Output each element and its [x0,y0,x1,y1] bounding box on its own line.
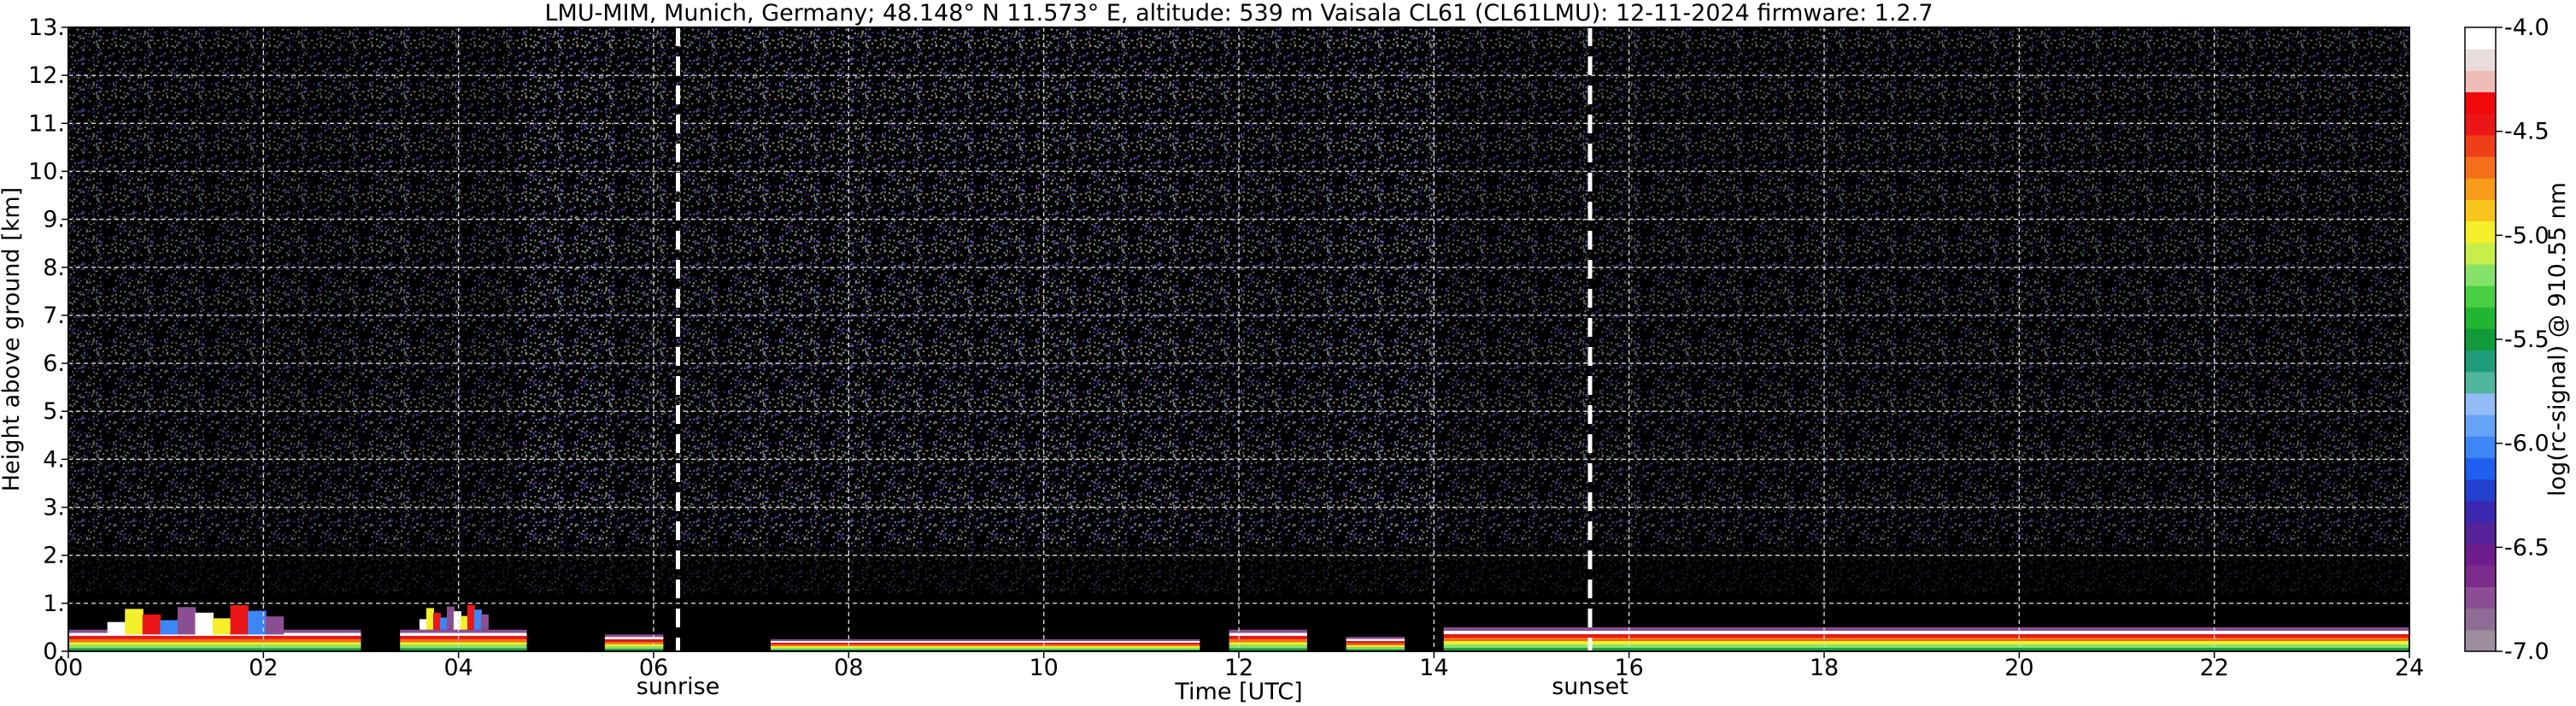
sun-annotation: sunrise [637,674,720,700]
y-tick-label: 12. [28,62,65,89]
backscatter-region [741,27,1200,594]
y-tick-label: 11. [28,110,65,137]
backscatter-region [195,27,361,594]
x-tick-label: 04 [443,655,472,681]
y-tick-label: 5. [43,398,65,425]
colorbar-label: log(rc-signal) @ 910.55 nm [2544,182,2571,497]
x-tick-label: 02 [249,655,278,681]
backscatter-region [361,27,420,594]
colorbar-swatch [2465,199,2496,222]
x-tick-label: 24 [2395,655,2424,681]
colorbar-tick-label: -6.5 [2504,534,2550,561]
colorbar-swatch [2465,70,2496,93]
surface-layer [604,634,664,651]
colorbar-swatch [2465,457,2496,480]
sun-lines [676,27,1593,651]
surface-layer [1229,629,1307,651]
x-tick-label: 06 [639,655,668,681]
backscatter-region [1200,27,1327,594]
backscatter-region [517,27,615,594]
colorbar-swatch [2465,263,2496,286]
grid-lines [68,27,2409,651]
colorbar-swatch [2465,134,2496,157]
colorbar-swatch [2465,479,2496,502]
backscatter-region [1326,27,1444,594]
y-tick-label: 6. [43,350,65,377]
y-tick-label: 9. [43,207,65,233]
backscatter-region [68,27,196,594]
colorbar-swatch [2465,415,2496,437]
y-tick-label: 4. [43,446,65,473]
colorbar-swatch [2465,392,2496,415]
colorbar-swatch [2465,307,2496,329]
colorbar-tick-label: -4.0 [2504,15,2550,41]
colorbar-swatch [2465,242,2496,265]
y-tick-label: 3. [43,495,65,521]
x-tick-label: 14 [1419,655,1448,681]
x-tick-label: 20 [2004,655,2033,681]
x-tick-label: 18 [1810,655,1839,681]
colorbar-swatch [2465,113,2496,136]
sun-annotation: sunset [1552,674,1628,700]
backscatter-region [1590,27,2409,594]
colorbar-tick-label: -7.0 [2504,638,2550,665]
y-tick-label: 13. [28,15,65,41]
colorbar-swatch [2465,500,2496,523]
colorbar-tick-label: -5.0 [2504,222,2550,249]
colorbar-swatch [2465,544,2496,566]
colorbar-swatch [2465,371,2496,394]
y-tick-label: 10. [28,158,65,185]
plot-area [67,26,2410,652]
colorbar-swatch [2465,521,2496,544]
colorbar-tick-label: -4.5 [2504,119,2550,145]
x-tick-label: 08 [834,655,863,681]
x-axis-label: Time [UTC] [1174,679,1302,705]
sun-annotations: sunrise sunset [637,674,1628,700]
colorbar-swatch [2465,221,2496,244]
backscatter-region [1443,27,1590,594]
y-tick-label: 7. [43,303,65,329]
surface-layer [771,638,1200,651]
colorbar-swatch [2465,49,2496,71]
colorbar-swatch [2465,91,2496,115]
x-axis-ticks: 00 02 04 06 08 10 12 14 16 18 20 22 24 [54,651,2424,681]
x-tick-label: 12 [1224,655,1253,681]
backscatter-region [420,27,518,594]
colorbar-swatch [2465,350,2496,373]
y-tick-label: 2. [43,543,65,569]
x-tick-label: 22 [2199,655,2228,681]
y-tick-label: 8. [43,255,65,281]
colorbar-swatch [2465,586,2496,609]
colorbar-tick-label: -6.0 [2504,431,2550,457]
y-tick-label: 0. [43,638,65,665]
colorbar-swatch [2465,629,2496,652]
colorbar-swatch [2465,156,2496,179]
colorbar-swatch [2465,436,2496,458]
cloud-layer [107,605,285,635]
colorbar-swatches [2465,27,2496,652]
colorbar-ticks: -4.0 -4.5 -5.0 -5.5 -6.0 -6.5 -7.0 [2496,15,2550,665]
colorbar-swatch [2465,27,2496,50]
colorbar-swatch [2465,608,2496,631]
surface-layer [1346,637,1405,651]
colorbar-swatch [2465,565,2496,587]
colorbar-swatch [2465,178,2496,200]
figure-title: LMU-MIM, Munich, Germany; 48.148° N 11.5… [544,0,1933,26]
x-tick-label: 00 [54,655,83,681]
x-tick-label: 10 [1029,655,1058,681]
cloud-layers [107,604,489,635]
y-axis-ticks: 0. 1. 2. 3. 4. 5. 6. 7. 8. 9. 10. 11. 12. 13. [28,15,68,665]
colorbar: -4.0 -4.5 -5.0 -5.5 -6.0 -6.5 -7.0 log(rc-sign… [2464,15,2571,665]
colorbar-tick-label: -5.5 [2504,327,2550,353]
colorbar-swatch [2465,285,2496,308]
x-tick-label: 16 [1614,655,1643,681]
cloud-layer [420,604,489,630]
y-axis-label: Height above ground [km] [0,187,25,491]
y-tick-label: 1. [43,591,65,617]
surface-layer [400,629,527,651]
surface-layer [1443,627,2409,651]
colorbar-swatch [2465,328,2496,351]
